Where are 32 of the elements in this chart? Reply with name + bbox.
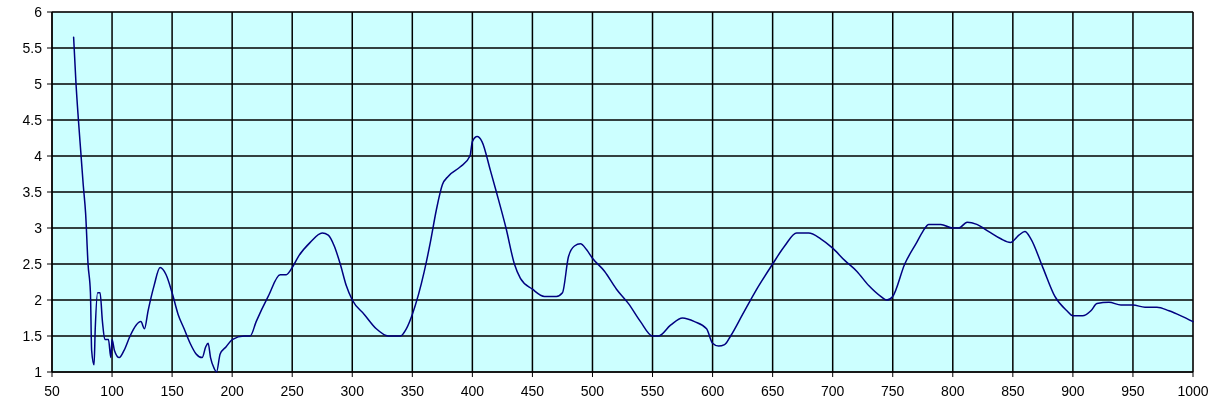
y-tick-label: 2.5 [22,255,43,272]
y-tick-label: 5 [34,75,43,92]
y-tick-label: 2 [34,291,43,308]
x-tick-label: 400 [460,383,485,399]
x-tick-label: 550 [640,383,665,399]
x-tick-label: 600 [700,383,725,399]
y-tick-label: 4 [34,147,43,164]
line-series [72,36,1194,373]
x-tick-label: 800 [941,383,965,399]
x-tick-label: 250 [280,383,305,399]
x-tick-label: 200 [220,383,245,399]
x-tick-label: 750 [881,383,905,399]
x-tick-label: 950 [1121,383,1145,399]
x-tick-label: 900 [1061,383,1085,399]
x-tick-label: 450 [520,383,545,399]
y-tick-label: 1.5 [22,327,43,344]
x-tick-label: 300 [340,383,365,399]
y-tick-label: 4.5 [22,111,43,128]
y-tick-label: 3.5 [22,183,43,200]
y-tick-label: 3 [34,219,43,236]
y-tick-label: 1 [34,363,43,380]
x-tick-label: 150 [160,383,184,399]
x-tick-label: 100 [100,383,124,399]
x-tick-label: 350 [400,383,425,399]
y-tick-label: 6 [34,3,43,20]
x-tick-label: 1000 [1177,383,1209,399]
x-tick-label: 850 [1001,383,1025,399]
x-tick-label: 50 [44,383,60,399]
x-tick-label: 650 [760,383,785,399]
x-tick-label: 500 [580,383,605,399]
x-tick-label: 700 [821,383,845,399]
y-tick-label: 5.5 [22,39,43,56]
